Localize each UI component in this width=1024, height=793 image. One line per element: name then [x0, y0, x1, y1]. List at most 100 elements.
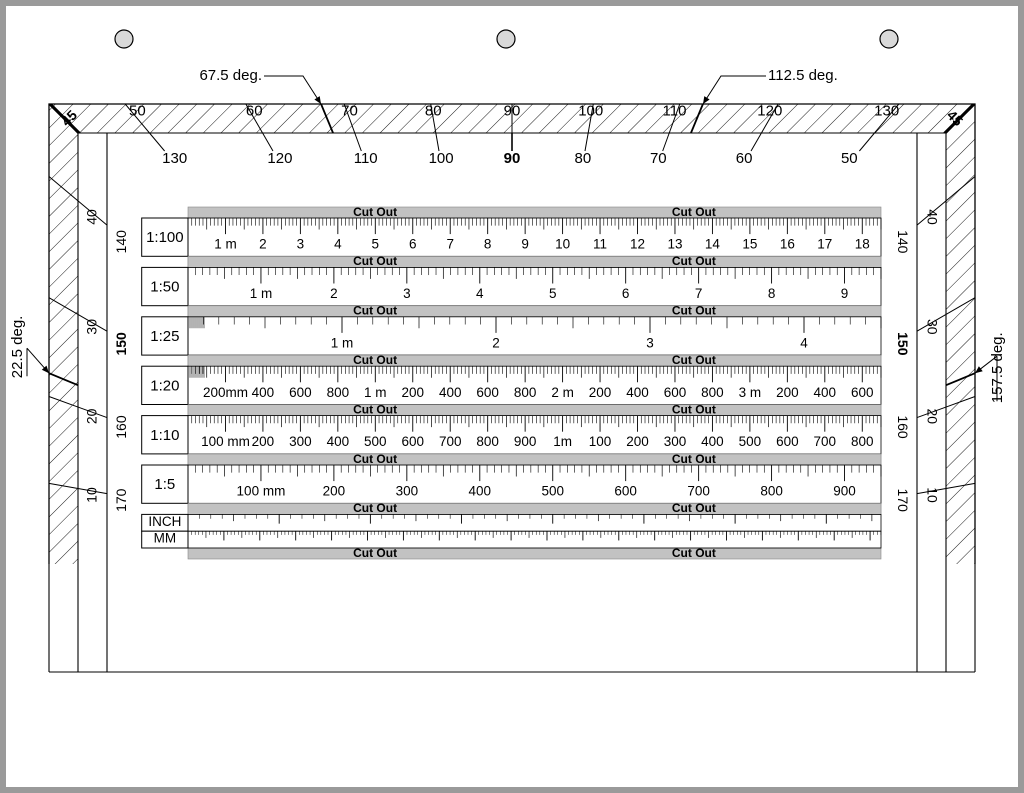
svg-text:7: 7 [695, 286, 703, 301]
svg-text:50: 50 [841, 150, 858, 167]
svg-text:500: 500 [364, 434, 387, 449]
svg-text:600: 600 [614, 484, 637, 499]
svg-text:800: 800 [701, 385, 724, 400]
svg-text:10: 10 [84, 487, 100, 503]
svg-text:30: 30 [84, 319, 100, 335]
svg-text:3: 3 [403, 286, 411, 301]
svg-text:Cut Out: Cut Out [353, 205, 397, 219]
svg-text:20: 20 [925, 409, 941, 425]
svg-text:MM: MM [154, 531, 177, 546]
svg-text:Cut Out: Cut Out [353, 402, 397, 416]
svg-text:200: 200 [626, 434, 649, 449]
svg-text:3 m: 3 m [739, 385, 762, 400]
svg-text:5: 5 [372, 237, 380, 252]
svg-text:Cut Out: Cut Out [353, 254, 397, 268]
svg-text:900: 900 [514, 434, 537, 449]
svg-text:140: 140 [113, 230, 129, 254]
svg-text:30: 30 [925, 319, 941, 335]
svg-text:300: 300 [396, 484, 419, 499]
svg-text:1 m: 1 m [250, 286, 273, 301]
svg-text:100: 100 [589, 434, 612, 449]
svg-text:200: 200 [589, 385, 612, 400]
svg-text:22.5 deg.: 22.5 deg. [9, 316, 26, 379]
svg-text:160: 160 [113, 415, 129, 439]
svg-text:400: 400 [469, 484, 492, 499]
svg-text:Cut Out: Cut Out [672, 353, 716, 367]
svg-text:500: 500 [739, 434, 762, 449]
svg-text:2: 2 [259, 237, 267, 252]
svg-text:8: 8 [484, 237, 492, 252]
svg-text:1:50: 1:50 [150, 279, 179, 296]
svg-text:800: 800 [851, 434, 874, 449]
svg-text:170: 170 [113, 488, 129, 512]
svg-text:110: 110 [663, 103, 687, 120]
svg-text:100 mm: 100 mm [201, 434, 250, 449]
svg-text:400: 400 [439, 385, 462, 400]
svg-text:110: 110 [354, 150, 378, 167]
svg-text:17: 17 [817, 237, 832, 252]
svg-text:80: 80 [575, 150, 592, 167]
svg-text:200mm: 200mm [203, 385, 248, 400]
svg-text:300: 300 [664, 434, 687, 449]
svg-text:120: 120 [267, 150, 292, 167]
svg-text:1:10: 1:10 [150, 427, 179, 444]
svg-text:6: 6 [622, 286, 630, 301]
svg-text:4: 4 [334, 237, 342, 252]
svg-text:2: 2 [492, 335, 500, 350]
svg-text:1:100: 1:100 [146, 229, 184, 246]
svg-text:90: 90 [504, 103, 521, 120]
svg-text:INCH: INCH [148, 514, 181, 529]
svg-text:1 m: 1 m [214, 237, 237, 252]
svg-text:700: 700 [439, 434, 462, 449]
svg-text:1 m: 1 m [331, 335, 354, 350]
svg-text:3: 3 [297, 237, 305, 252]
svg-text:150: 150 [895, 332, 911, 356]
svg-text:4: 4 [800, 335, 808, 350]
svg-text:1:25: 1:25 [150, 328, 179, 345]
svg-text:20: 20 [84, 408, 100, 424]
svg-text:800: 800 [514, 385, 537, 400]
svg-text:70: 70 [341, 103, 358, 120]
svg-text:200: 200 [252, 434, 275, 449]
svg-text:90: 90 [504, 150, 521, 167]
svg-text:15: 15 [742, 237, 757, 252]
svg-text:Cut Out: Cut Out [672, 452, 716, 466]
svg-text:7: 7 [446, 237, 454, 252]
svg-text:100: 100 [578, 103, 603, 120]
svg-text:9: 9 [521, 237, 529, 252]
svg-text:Cut Out: Cut Out [672, 402, 716, 416]
svg-text:150: 150 [113, 332, 129, 356]
svg-text:12: 12 [630, 237, 645, 252]
svg-text:400: 400 [814, 385, 837, 400]
svg-text:120: 120 [757, 103, 782, 120]
svg-text:157.5 deg.: 157.5 deg. [989, 332, 1006, 403]
svg-text:100 mm: 100 mm [237, 484, 286, 499]
svg-text:200: 200 [401, 385, 424, 400]
svg-text:500: 500 [541, 484, 564, 499]
svg-text:200: 200 [323, 484, 346, 499]
svg-text:Cut Out: Cut Out [672, 501, 716, 515]
svg-text:600: 600 [851, 385, 874, 400]
svg-text:10: 10 [925, 487, 941, 503]
svg-text:Cut Out: Cut Out [353, 304, 397, 318]
svg-text:300: 300 [289, 434, 312, 449]
svg-text:1:5: 1:5 [154, 476, 175, 493]
svg-text:160: 160 [895, 415, 911, 439]
svg-text:400: 400 [327, 434, 350, 449]
svg-text:2: 2 [330, 286, 338, 301]
svg-text:100: 100 [429, 150, 454, 167]
svg-text:80: 80 [425, 103, 442, 120]
svg-text:600: 600 [476, 385, 499, 400]
svg-text:600: 600 [401, 434, 424, 449]
svg-text:50: 50 [129, 103, 146, 120]
svg-text:13: 13 [667, 237, 682, 252]
svg-text:1 m: 1 m [364, 385, 387, 400]
svg-text:9: 9 [841, 286, 849, 301]
svg-text:700: 700 [687, 484, 710, 499]
svg-text:140: 140 [895, 230, 911, 254]
svg-text:400: 400 [701, 434, 724, 449]
svg-text:400: 400 [626, 385, 649, 400]
svg-text:400: 400 [252, 385, 275, 400]
svg-text:600: 600 [776, 434, 799, 449]
svg-text:200: 200 [776, 385, 799, 400]
